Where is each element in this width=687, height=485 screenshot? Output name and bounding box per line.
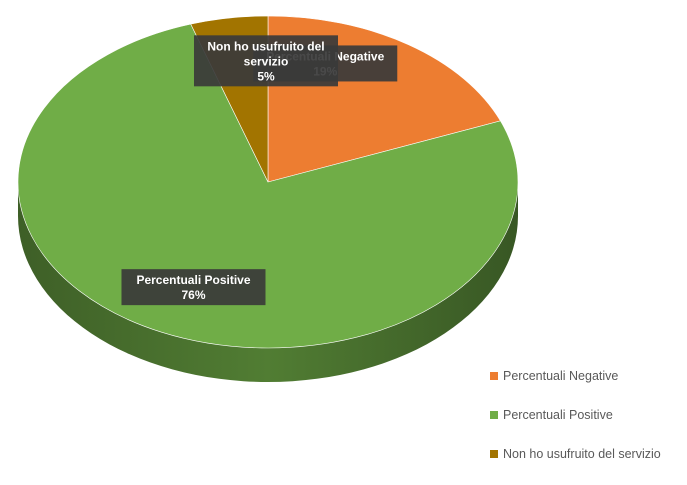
data-label-positive-box: [121, 269, 266, 306]
pie-chart: Percentuali Negative19%Percentuali Posit…: [17, 15, 661, 461]
slice-positive: [17, 23, 519, 349]
data-label-not-used-box: [193, 35, 338, 87]
legend-label-negative: Percentuali Negative: [503, 369, 619, 383]
legend-swatch-not-used: [490, 450, 498, 458]
chart-legend: Percentuali Negative Percentuali Positiv…: [490, 368, 661, 485]
legend-swatch-positive: [490, 411, 498, 419]
legend-swatch-negative: [490, 372, 498, 380]
legend-label-positive: Percentuali Positive: [503, 408, 613, 422]
slice-positive-side: [18, 182, 518, 382]
data-label-not-used-line: servizio: [244, 54, 289, 68]
legend-label-not-used: Non ho usufruito del servizio: [503, 447, 661, 461]
pie-chart-canvas: Percentuali Negative19%Percentuali Posit…: [17, 15, 519, 382]
data-label-not-used-line: 5%: [257, 69, 275, 83]
pie-data-labels: Percentuali Negative19%Percentuali Posit…: [121, 35, 398, 306]
legend-item-not-used: Non ho usufruito del servizio: [490, 446, 661, 462]
legend-item-positive: Percentuali Positive: [490, 407, 661, 423]
data-label-not-used-line: Non ho usufruito del: [207, 39, 324, 53]
data-label-positive-line: Percentuali Positive: [136, 273, 250, 287]
data-label-positive-line: 76%: [181, 288, 205, 302]
legend-item-negative: Percentuali Negative: [490, 368, 661, 384]
